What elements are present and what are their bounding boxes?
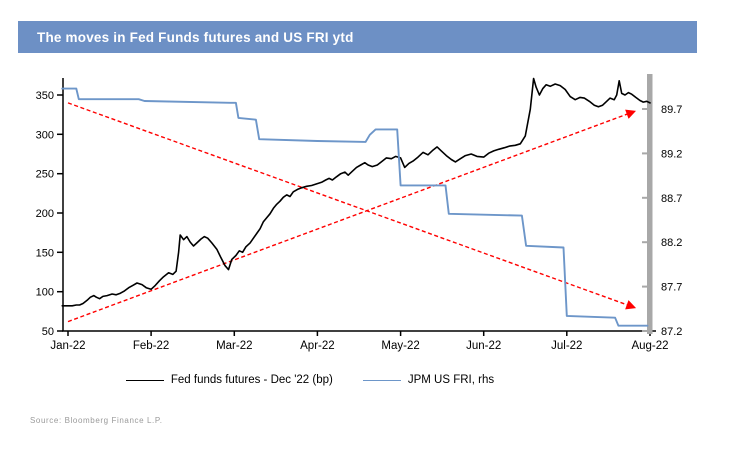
svg-text:88.7: 88.7 [661,193,682,205]
legend-label: JPM US FRI, rhs [407,374,495,386]
chart-legend: Fed funds futures - Dec '22 (bp) JPM US F… [30,374,590,386]
svg-text:Mar-22: Mar-22 [216,340,252,352]
svg-text:250: 250 [36,169,54,181]
svg-text:89.2: 89.2 [661,148,682,160]
svg-text:May-22: May-22 [381,340,419,352]
chart-title-bar: The moves in Fed Funds futures and US FR… [18,21,697,53]
svg-text:88.2: 88.2 [661,237,682,249]
chart-title: The moves in Fed Funds futures and US FR… [37,29,354,45]
data-series [61,77,651,327]
svg-text:Jul-22: Jul-22 [551,340,582,352]
trend-arrows [67,102,637,323]
chart-plot-area: 50 100 150 200 250 300 350 Jan-22 Feb-22 Mar-22 Ap… [36,74,682,352]
svg-text:Aug-22: Aug-22 [631,340,668,352]
svg-text:87.7: 87.7 [661,282,682,294]
source-note: Source: Bloomberg Finance L.P. [30,416,163,425]
svg-text:89.7: 89.7 [661,104,682,116]
legend-item-fed-funds-futures: Fed funds futures - Dec '22 (bp) [125,374,333,386]
svg-text:300: 300 [36,129,54,141]
svg-text:350: 350 [36,90,54,102]
legend-line-swatch [362,379,401,381]
svg-text:Feb-22: Feb-22 [133,340,169,352]
svg-text:Jan-22: Jan-22 [50,340,85,352]
svg-text:50: 50 [42,326,54,338]
svg-text:Jun-22: Jun-22 [466,340,501,352]
axes: 50 100 150 200 250 300 350 Jan-22 Feb-22 Mar-22 Ap… [36,74,682,352]
legend-item-jpm-us-fri: JPM US FRI, rhs [362,374,495,386]
legend-label: Fed funds futures - Dec '22 (bp) [170,374,333,386]
svg-text:100: 100 [36,287,54,299]
svg-text:87.2: 87.2 [661,326,682,338]
svg-text:150: 150 [36,247,54,259]
svg-text:Apr-22: Apr-22 [300,340,335,352]
legend-line-swatch [125,379,164,381]
svg-text:200: 200 [36,208,54,220]
